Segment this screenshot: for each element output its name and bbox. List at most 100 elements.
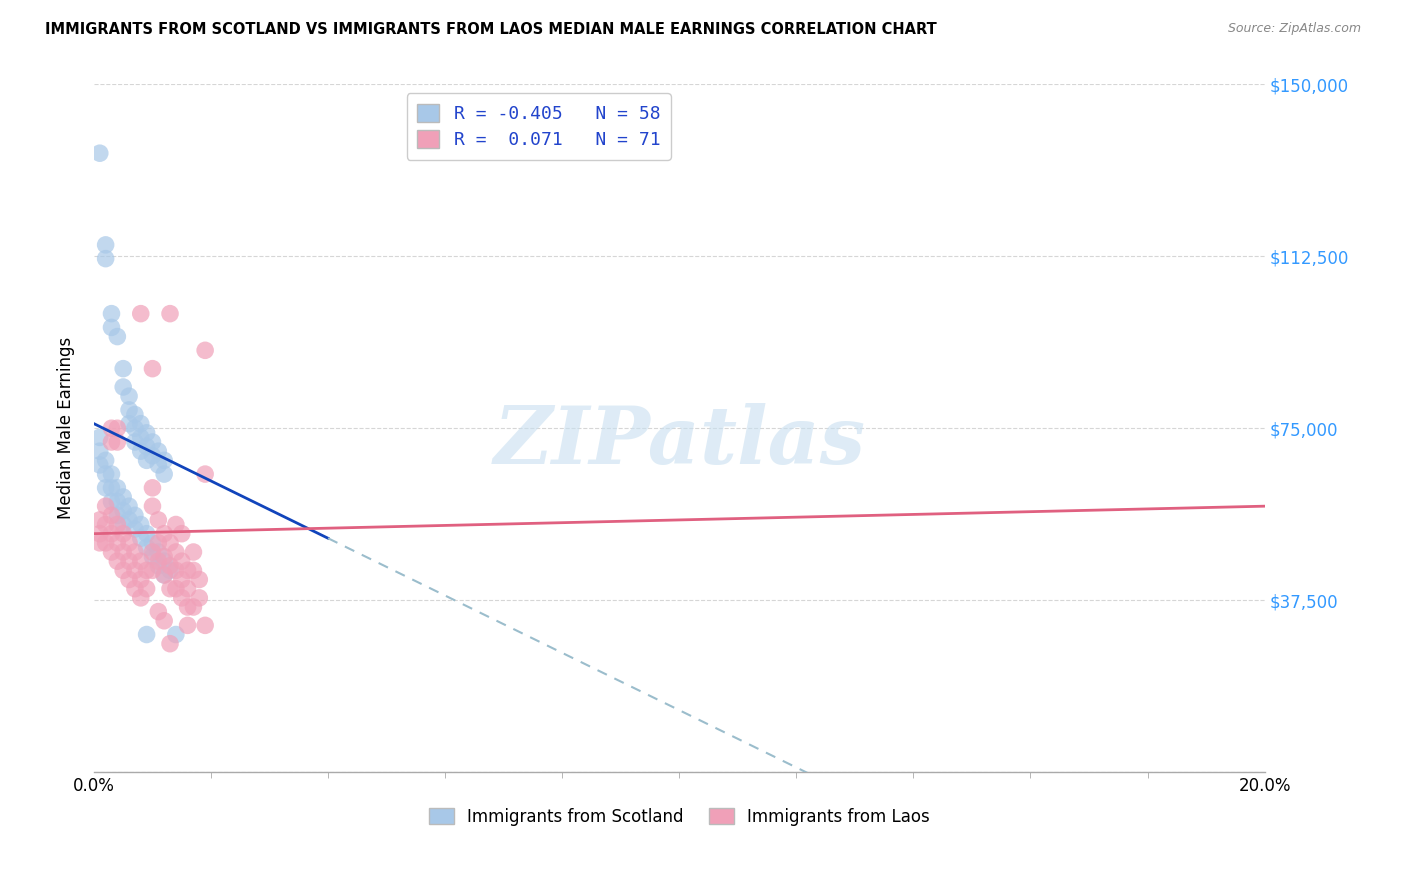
Point: [165, 517, 187, 532]
Point: [159, 307, 181, 321]
Text: Source: ZipAtlas.com: Source: ZipAtlas.com: [1227, 22, 1361, 36]
Point: [183, 600, 205, 615]
Point: [124, 582, 146, 596]
Point: [141, 545, 163, 559]
Point: [100, 467, 122, 481]
Point: [129, 591, 152, 605]
Point: [94, 481, 117, 495]
Point: [94, 536, 117, 550]
Point: [148, 536, 170, 550]
Point: [129, 573, 152, 587]
Point: [129, 517, 152, 532]
Point: [141, 536, 163, 550]
Point: [135, 563, 157, 577]
Point: [124, 435, 146, 450]
Point: [183, 563, 205, 577]
Point: [141, 435, 163, 450]
Point: [135, 440, 157, 454]
Point: [105, 554, 128, 568]
Point: [112, 490, 135, 504]
Point: [153, 549, 176, 564]
Point: [94, 499, 117, 513]
Point: [176, 600, 198, 615]
Point: [135, 541, 157, 555]
Y-axis label: Median Male Earnings: Median Male Earnings: [58, 337, 75, 519]
Point: [148, 605, 170, 619]
Legend: Immigrants from Scotland, Immigrants from Laos: Immigrants from Scotland, Immigrants fro…: [422, 801, 936, 832]
Point: [170, 573, 193, 587]
Point: [148, 554, 170, 568]
Point: [118, 499, 141, 513]
Point: [100, 307, 122, 321]
Point: [118, 389, 141, 403]
Point: [129, 307, 152, 321]
Point: [170, 526, 193, 541]
Point: [135, 526, 157, 541]
Point: [148, 458, 170, 472]
Point: [165, 545, 187, 559]
Point: [100, 435, 122, 450]
Point: [105, 481, 128, 495]
Point: [100, 508, 122, 523]
Point: [141, 563, 163, 577]
Point: [159, 536, 181, 550]
Point: [118, 513, 141, 527]
Point: [153, 526, 176, 541]
Point: [94, 252, 117, 266]
Point: [135, 453, 157, 467]
Point: [141, 481, 163, 495]
Point: [153, 467, 176, 481]
Point: [153, 568, 176, 582]
Point: [141, 449, 163, 463]
Point: [183, 545, 205, 559]
Point: [194, 467, 217, 481]
Point: [94, 467, 117, 481]
Point: [118, 573, 141, 587]
Point: [112, 380, 135, 394]
Point: [100, 481, 122, 495]
Point: [112, 361, 135, 376]
Point: [105, 536, 128, 550]
Point: [153, 568, 176, 582]
Point: [89, 146, 111, 161]
Point: [176, 563, 198, 577]
Point: [112, 526, 135, 541]
Point: [135, 627, 157, 641]
Point: [100, 526, 122, 541]
Point: [118, 417, 141, 431]
Point: [100, 545, 122, 559]
Point: [124, 421, 146, 435]
Point: [89, 444, 111, 458]
Point: [135, 582, 157, 596]
Point: [89, 536, 111, 550]
Point: [148, 558, 170, 573]
Point: [124, 563, 146, 577]
Point: [89, 513, 111, 527]
Point: [129, 531, 152, 545]
Point: [100, 494, 122, 508]
Point: [112, 504, 135, 518]
Point: [105, 421, 128, 435]
Point: [176, 582, 198, 596]
Point: [105, 494, 128, 508]
Point: [124, 545, 146, 559]
Point: [124, 522, 146, 536]
Point: [188, 591, 211, 605]
Point: [118, 403, 141, 417]
Point: [170, 591, 193, 605]
Point: [129, 430, 152, 444]
Point: [89, 430, 111, 444]
Point: [89, 458, 111, 472]
Point: [170, 554, 193, 568]
Point: [94, 238, 117, 252]
Point: [112, 563, 135, 577]
Point: [129, 417, 152, 431]
Point: [165, 582, 187, 596]
Point: [141, 549, 163, 564]
Point: [188, 573, 211, 587]
Point: [148, 513, 170, 527]
Point: [159, 563, 181, 577]
Point: [194, 618, 217, 632]
Point: [135, 425, 157, 440]
Point: [112, 545, 135, 559]
